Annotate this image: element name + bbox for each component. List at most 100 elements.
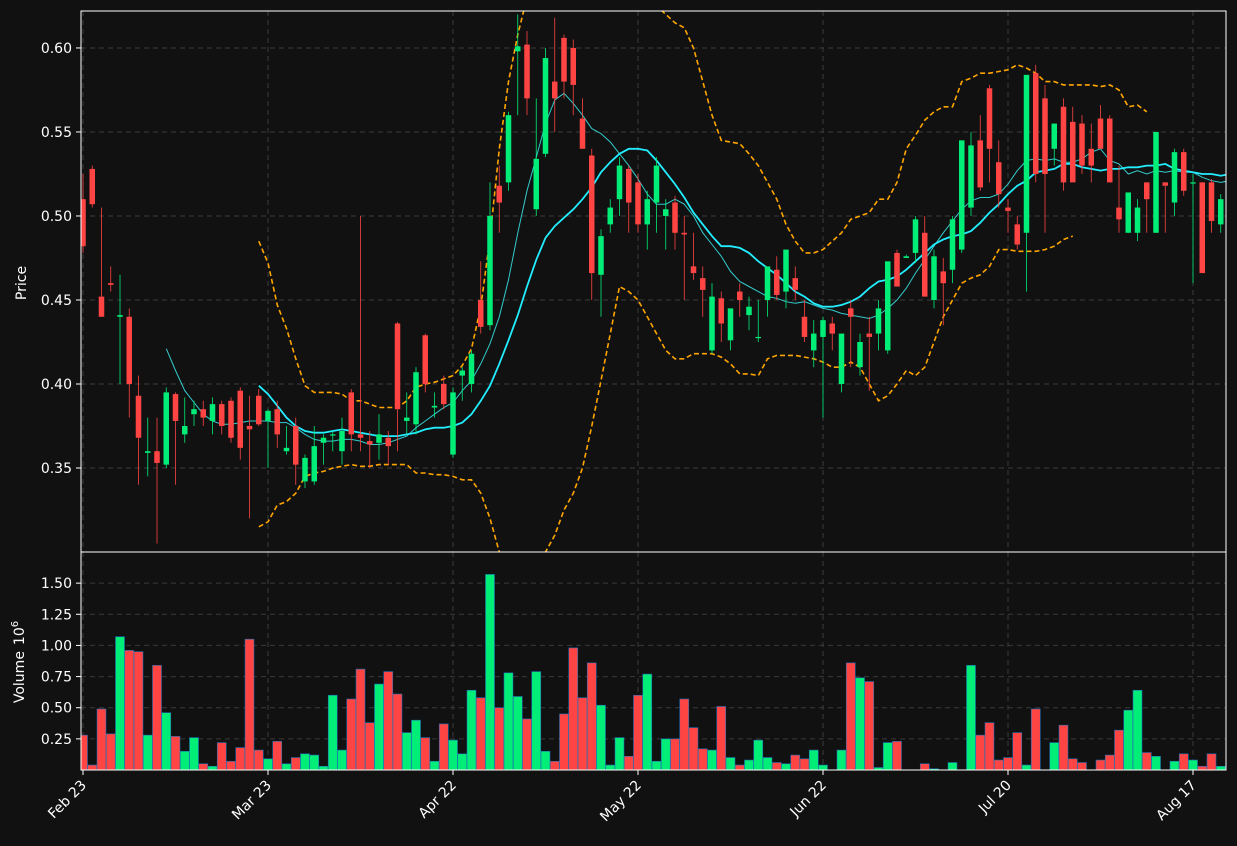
- candle-body: [700, 278, 706, 290]
- volume-bar: [134, 652, 143, 770]
- volume-bar: [199, 764, 208, 770]
- volume-bar: [541, 751, 550, 770]
- volume-bar: [772, 763, 781, 770]
- volume-bar: [365, 723, 374, 770]
- candle-body: [1052, 124, 1058, 149]
- price-tick-label: 0.50: [41, 209, 72, 225]
- volume-bar: [282, 764, 291, 770]
- candle-body: [497, 186, 503, 203]
- candle-body: [441, 384, 447, 404]
- candle-body: [487, 216, 493, 325]
- volume-tick-label: 0.50: [41, 701, 72, 717]
- volume-bar: [162, 713, 171, 770]
- volume-bar: [458, 754, 467, 770]
- volume-bar: [254, 750, 263, 770]
- candle-body: [756, 337, 762, 338]
- candle-body: [672, 203, 678, 233]
- volume-bar: [846, 663, 855, 770]
- candle-body: [1042, 98, 1048, 174]
- candle-body: [108, 283, 114, 285]
- candle-body: [1116, 208, 1122, 220]
- volume-bar: [920, 764, 929, 770]
- candle-body: [709, 297, 715, 351]
- volume-bar: [578, 698, 587, 770]
- price-tick-label: 0.45: [41, 293, 72, 309]
- volume-bar: [1031, 709, 1040, 770]
- volume-axis-label: Volume106: [10, 621, 28, 703]
- candle-body: [987, 88, 993, 148]
- volume-bar: [560, 714, 569, 770]
- candle-body: [367, 441, 373, 444]
- volume-bar: [569, 648, 578, 770]
- volume-bar: [994, 760, 1003, 770]
- volume-bar: [153, 665, 162, 770]
- volume-bar: [1216, 766, 1225, 770]
- candle-body: [913, 219, 919, 253]
- volume-bar: [421, 738, 430, 770]
- candle-body: [950, 219, 956, 269]
- candle-body: [561, 38, 567, 82]
- candle-body: [820, 320, 826, 337]
- volume-bar: [865, 682, 874, 770]
- candle-body: [191, 409, 197, 414]
- price-tick-label: 0.35: [41, 461, 72, 477]
- candle-body: [774, 270, 780, 295]
- candle-body: [1144, 182, 1150, 199]
- volume-bar: [1022, 765, 1031, 770]
- candle-body: [247, 426, 253, 429]
- volume-bar: [708, 750, 717, 770]
- volume-bar: [698, 749, 707, 770]
- candle-body: [293, 426, 299, 465]
- volume-bar: [393, 694, 402, 770]
- candle-body: [728, 308, 734, 340]
- candle-body: [1209, 182, 1215, 221]
- candle-body: [1153, 132, 1159, 233]
- candle-body: [1033, 73, 1039, 174]
- price-tick-label: 0.55: [41, 125, 72, 141]
- volume-bar: [661, 739, 670, 770]
- candle-body: [654, 166, 660, 203]
- volume-bar: [809, 750, 818, 770]
- candle-body: [413, 372, 419, 424]
- volume-bar: [985, 723, 994, 770]
- candle-body: [885, 261, 891, 350]
- candle-body: [1061, 107, 1067, 183]
- volume-bar: [402, 733, 411, 770]
- volume-bar: [523, 719, 532, 770]
- volume-bar: [180, 751, 189, 770]
- volume-bar: [449, 740, 458, 770]
- candle-body: [1135, 208, 1141, 233]
- volume-bar: [227, 761, 236, 770]
- candle-body: [423, 335, 429, 384]
- volume-bar: [347, 699, 356, 770]
- candle-body: [524, 45, 530, 99]
- candle-body: [894, 253, 900, 287]
- volume-tick-label: 1.25: [41, 607, 72, 623]
- candle-body: [460, 371, 466, 376]
- price-axis-label: Price: [14, 266, 30, 300]
- candle-body: [1172, 152, 1178, 202]
- volume-bar: [504, 673, 513, 770]
- candle-body: [284, 448, 290, 451]
- candle-body: [996, 162, 1002, 194]
- candle-body: [1126, 192, 1132, 232]
- candle-body: [691, 266, 697, 273]
- candle-body: [256, 396, 262, 425]
- volume-bar: [1013, 733, 1022, 770]
- candle-body: [746, 307, 752, 315]
- candle-body: [626, 169, 632, 203]
- candle-body: [238, 391, 244, 448]
- volume-bar: [467, 690, 476, 770]
- candle-body: [358, 434, 364, 437]
- volume-bar: [375, 684, 384, 770]
- volume-bar: [1207, 754, 1216, 770]
- volume-bar: [967, 665, 976, 770]
- candle-body: [1218, 199, 1224, 224]
- candle-body: [1079, 124, 1085, 166]
- candle-body: [737, 292, 743, 300]
- candle-body: [432, 406, 438, 408]
- volume-bar: [310, 755, 319, 770]
- candle-body: [515, 46, 521, 51]
